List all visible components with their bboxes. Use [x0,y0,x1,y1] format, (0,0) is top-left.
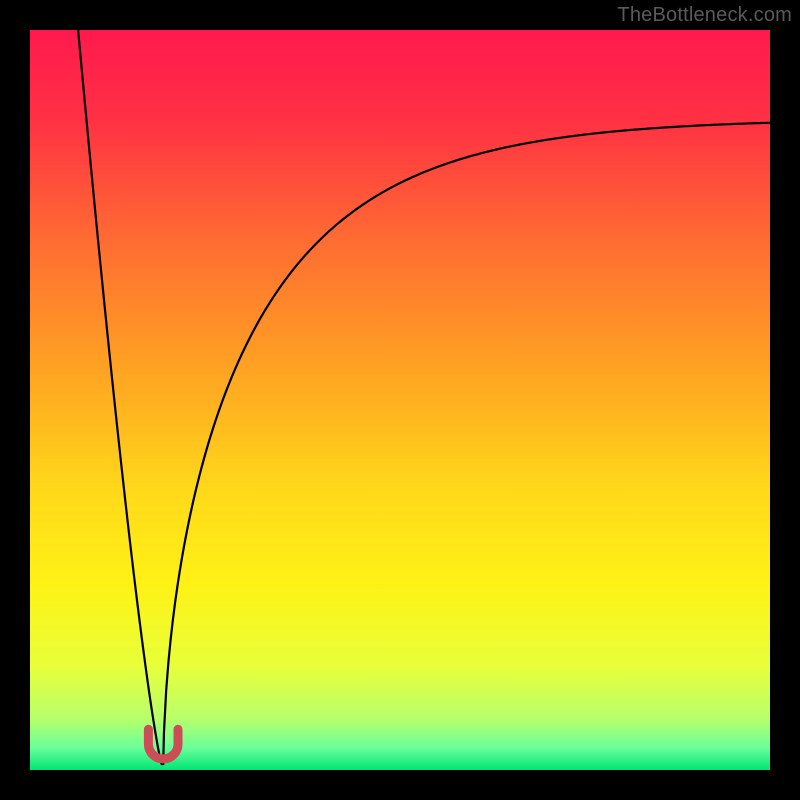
watermark-text: TheBottleneck.com [617,4,792,27]
chart-container: TheBottleneck.com [0,0,800,800]
bottleneck-chart [0,0,800,800]
